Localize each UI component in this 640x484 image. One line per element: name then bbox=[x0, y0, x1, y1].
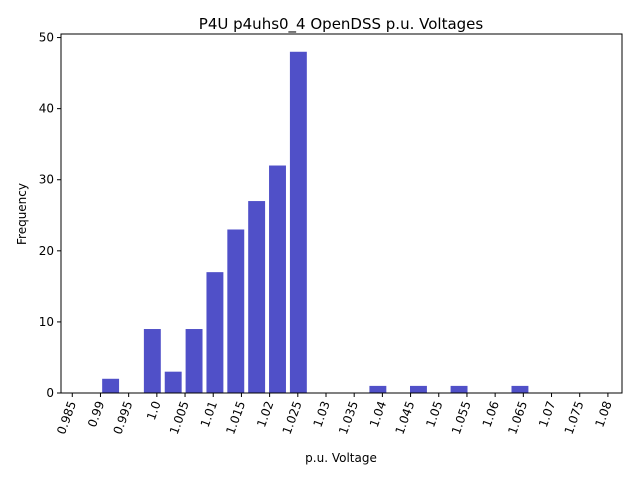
x-tick-label: 1.025 bbox=[280, 399, 305, 436]
y-axis-label: Frequency bbox=[15, 183, 29, 245]
y-tick-label: 20 bbox=[39, 244, 54, 258]
chart-title: P4U p4uhs0_4 OpenDSS p.u. Voltages bbox=[199, 15, 484, 34]
x-tick-label: 1.075 bbox=[562, 399, 587, 436]
x-tick-label: 1.065 bbox=[505, 399, 530, 436]
y-tick-label: 0 bbox=[46, 386, 54, 400]
x-tick-label: 1.055 bbox=[449, 399, 474, 436]
x-tick-label: 1.035 bbox=[336, 399, 361, 436]
histogram-bar bbox=[185, 329, 203, 393]
x-axis-label: p.u. Voltage bbox=[305, 451, 377, 465]
histogram-bar bbox=[248, 201, 266, 393]
histogram-bar bbox=[511, 385, 529, 393]
y-ticks-group: 0 10 20 30 40 50 bbox=[39, 31, 61, 400]
histogram-bar bbox=[164, 371, 182, 393]
x-tick-label: 1.08 bbox=[592, 399, 614, 429]
histogram-bar bbox=[143, 329, 161, 393]
x-tick-label: 1.015 bbox=[223, 399, 248, 436]
x-tick-label: 1.05 bbox=[423, 399, 445, 429]
y-tick-label: 30 bbox=[39, 173, 54, 187]
x-tick-label: 1.01 bbox=[198, 399, 220, 429]
histogram-bar bbox=[410, 385, 427, 393]
x-tick-label: 1.02 bbox=[254, 399, 276, 429]
x-tick-label: 1.045 bbox=[392, 399, 417, 436]
y-tick-label: 50 bbox=[39, 31, 54, 45]
x-tick-label: 0.985 bbox=[54, 399, 79, 436]
histogram-bar bbox=[289, 51, 307, 393]
x-tick-label: 1.04 bbox=[367, 399, 389, 429]
histogram-bar bbox=[369, 385, 387, 393]
y-tick-label: 10 bbox=[39, 315, 54, 329]
x-tick-label: 1.0 bbox=[144, 399, 164, 422]
histogram-bar bbox=[269, 165, 286, 393]
x-tick-label: 1.005 bbox=[167, 399, 192, 436]
y-tick-label: 40 bbox=[39, 102, 54, 116]
bars-group bbox=[102, 51, 529, 393]
histogram-bar bbox=[102, 378, 120, 393]
x-ticks-group: 0.985 0.99 0.995 1.0 1.005 1.01 1.015 1.02 1.025… bbox=[54, 393, 615, 436]
x-tick-label: 1.06 bbox=[480, 399, 502, 429]
histogram-bar bbox=[450, 385, 468, 393]
histogram-bar bbox=[227, 229, 245, 393]
x-tick-label: 0.99 bbox=[85, 399, 107, 429]
histogram-bar bbox=[206, 272, 224, 393]
x-tick-label: 0.995 bbox=[111, 399, 136, 436]
plot-frame bbox=[60, 33, 623, 394]
x-tick-label: 1.07 bbox=[536, 399, 558, 429]
x-tick-label: 1.03 bbox=[311, 399, 333, 429]
